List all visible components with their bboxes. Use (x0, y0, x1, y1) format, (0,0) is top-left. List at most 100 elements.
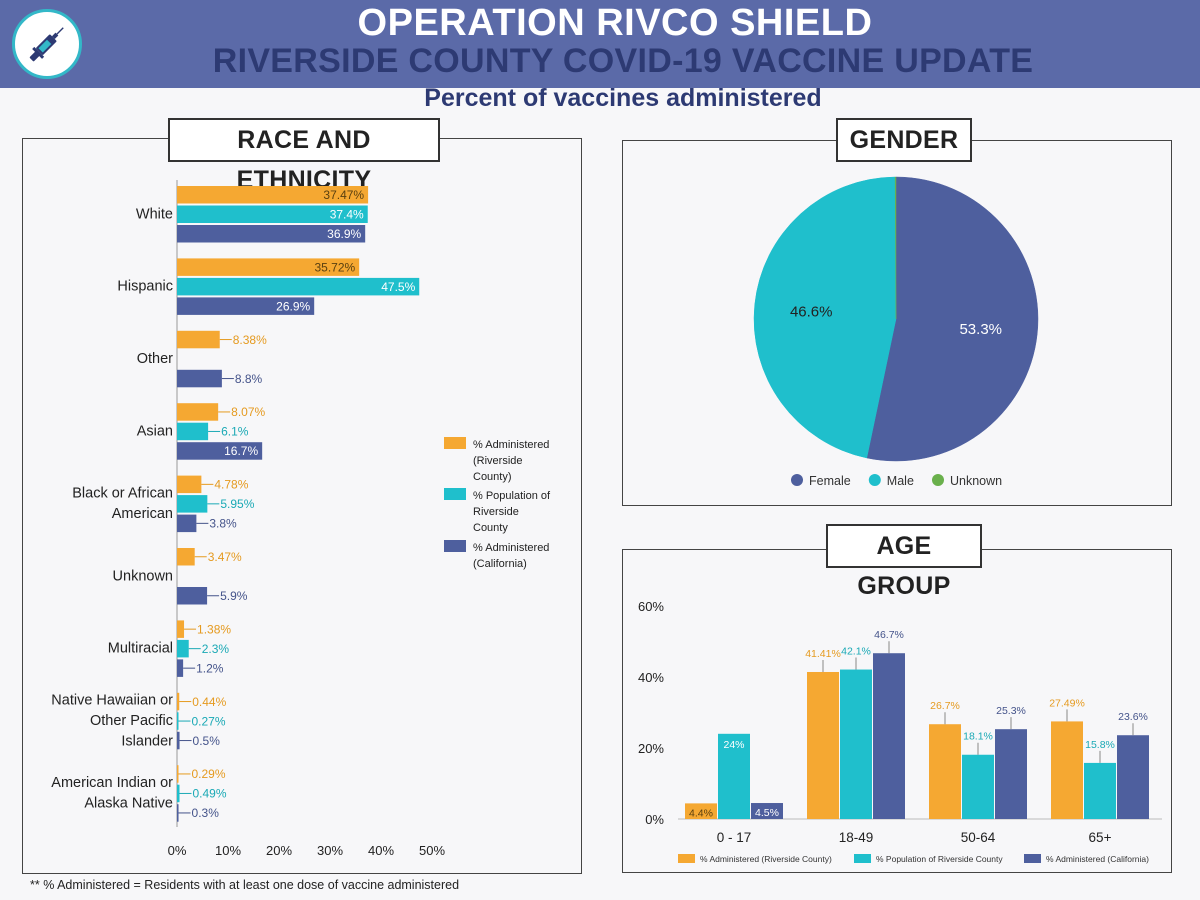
category-label: American Indian or (51, 775, 173, 791)
logo (12, 9, 82, 79)
gender-chart: 53.3% 46.6% Female Male Unknown (753, 176, 1039, 488)
legend-label: (California) (473, 558, 527, 570)
bar-2 (177, 514, 197, 533)
bar-2 (995, 729, 1027, 819)
data-label: 0.3% (192, 806, 220, 820)
x-tick-label: 50-64 (961, 830, 996, 845)
bar-0 (177, 765, 179, 783)
legend-label: County) (473, 471, 512, 483)
bar-0 (177, 258, 360, 276)
bar-0 (1051, 721, 1083, 819)
bar-0 (177, 620, 185, 638)
legend-label: % Population of (473, 490, 551, 502)
y-tick-label: 20% (638, 741, 664, 756)
legend-label: % Administered (473, 542, 549, 554)
bar-2 (177, 369, 222, 388)
category-label: American (112, 506, 173, 522)
data-label: 4.5% (755, 807, 779, 819)
gender-panel-title: GENDER (836, 118, 972, 162)
data-label: 0.5% (193, 734, 221, 748)
legend-label: Riverside (473, 506, 519, 518)
category-label: Unknown (113, 568, 173, 584)
bar-0 (177, 475, 202, 494)
data-label: 26.7% (930, 700, 960, 712)
bar-0 (177, 186, 369, 204)
data-label: 2.3% (202, 642, 230, 656)
bar-2 (177, 297, 315, 315)
legend-swatch-0 (678, 854, 695, 863)
bar-2 (751, 803, 783, 819)
data-label: 8.8% (235, 372, 263, 386)
bar-0 (177, 548, 195, 566)
data-label: 15.8% (1085, 739, 1115, 751)
bar-1 (177, 639, 189, 658)
x-tick-label: 65+ (1089, 830, 1112, 845)
bar-0 (685, 803, 717, 819)
age-panel-title: AGE GROUP (826, 524, 982, 600)
x-tick-label: 50% (419, 843, 445, 858)
bar-1 (1084, 762, 1116, 819)
data-label: 27.49% (1049, 697, 1085, 709)
x-tick-label: 18-49 (839, 830, 874, 845)
data-label: 47.5% (381, 280, 415, 294)
x-tick-label: 10% (215, 843, 241, 858)
legend-label: % Administered (473, 439, 549, 451)
race-chart: 0% 10% 20% 30% 40% 50% White 37.47% 37.4% 36.9% Hi… (51, 180, 551, 858)
legend-label: County (473, 522, 508, 534)
race-panel-title: RACE AND ETHNICITY (168, 118, 440, 194)
legend-dot-male (868, 474, 881, 486)
bar-2 (177, 225, 366, 243)
bar-0 (807, 671, 839, 819)
data-label: 18.1% (963, 731, 993, 743)
data-label: 24% (723, 739, 744, 751)
data-label: 23.6% (1118, 711, 1148, 723)
category-label: White (136, 206, 173, 222)
pie-slice-female (866, 176, 1039, 462)
title-line-1: OPERATION RIVCO SHIELD (357, 2, 873, 44)
data-label: 35.72% (314, 260, 355, 274)
header-banner: OPERATION RIVCO SHIELD RIVERSIDE COUNTY … (0, 0, 1200, 88)
data-label: 1.2% (196, 661, 224, 675)
legend-label: % Administered (California) (1046, 854, 1149, 864)
data-label: 37.47% (323, 188, 364, 202)
data-label: 41.41% (805, 648, 841, 660)
legend-label: Unknown (950, 474, 1002, 488)
data-label: 0.29% (192, 767, 226, 781)
data-label: 5.9% (220, 589, 248, 603)
data-label: 8.38% (233, 333, 267, 347)
x-tick-label: 20% (266, 843, 292, 858)
data-label: 3.47% (208, 550, 242, 564)
bar-1 (718, 733, 750, 819)
category-label: Other (137, 351, 173, 367)
pie-slice-male (753, 176, 897, 459)
pie-slice-unknown (894, 176, 897, 320)
pie-label: 53.3% (959, 321, 1002, 338)
bar-2 (177, 442, 263, 460)
bar-2 (873, 653, 905, 819)
bar-0 (177, 330, 220, 349)
bar-2 (177, 659, 184, 677)
bar-2 (177, 587, 208, 605)
category-label: Multiracial (108, 641, 173, 657)
bar-2 (177, 731, 180, 750)
footnote: ** % Administered = Residents with at le… (30, 878, 460, 892)
legend-dot-unknown (932, 474, 944, 486)
legend-label: Female (809, 474, 851, 488)
y-tick-label: 60% (638, 599, 664, 614)
legend-dot-female (791, 474, 803, 486)
bar-2 (1117, 735, 1149, 819)
data-label: 8.07% (231, 405, 265, 419)
data-label: 37.4% (330, 208, 364, 222)
legend-label: % Population of Riverside County (876, 854, 1003, 864)
bar-1 (177, 784, 180, 803)
bar-1 (177, 422, 209, 441)
bar-1 (177, 495, 208, 513)
legend-swatch-1 (854, 854, 871, 863)
legend-label: % Administered (Riverside County) (700, 854, 832, 864)
pie-label: 46.6% (790, 303, 833, 320)
data-label: 3.8% (209, 517, 237, 531)
bar-0 (929, 724, 961, 819)
bar-0 (177, 403, 219, 421)
bar-2 (177, 804, 179, 822)
x-tick-label: 30% (317, 843, 343, 858)
